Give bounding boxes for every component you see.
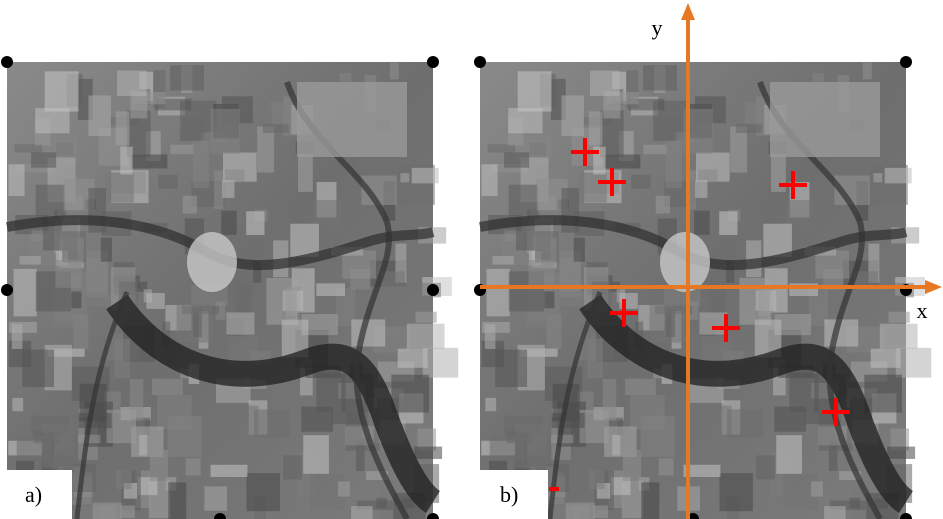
figure: a) b) y x <box>0 0 943 519</box>
panel-a: a) <box>1 56 458 519</box>
panel-label: b) <box>500 482 518 507</box>
y-arrow <box>681 3 695 20</box>
y-axis-label: y <box>652 15 663 40</box>
x-arrow <box>925 280 942 294</box>
panel-b: b) y x <box>474 3 942 519</box>
marker-fragment <box>549 487 559 491</box>
x-axis-label: x <box>917 298 928 323</box>
aerial-photo <box>1 56 458 519</box>
panel-label: a) <box>25 482 42 507</box>
